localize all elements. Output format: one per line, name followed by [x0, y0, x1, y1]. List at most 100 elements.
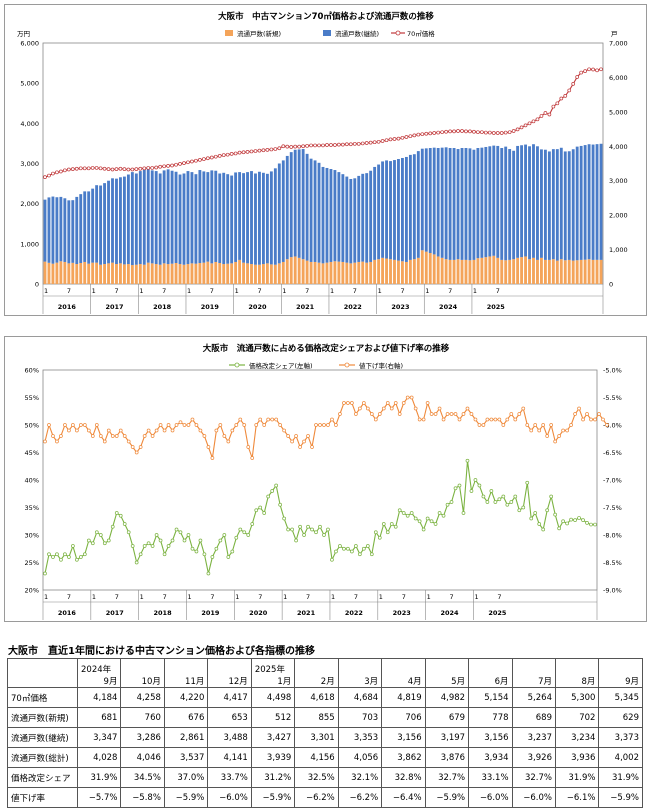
price-point: [388, 137, 393, 142]
revision-share-point: [67, 555, 71, 559]
bar-continued-listings: [67, 200, 71, 264]
price-point: [98, 166, 103, 171]
bar-new-listings: [79, 262, 83, 284]
table-row: 流通戸数(継続) 3,347 3,286 2,861 3,488 3,427 3,301 3,…: [7, 727, 643, 748]
revision-share-point: [134, 560, 139, 565]
revision-share-point: [358, 552, 362, 557]
price-cut-rate-point: [377, 412, 382, 416]
bar-new-listings: [559, 259, 563, 284]
revision-share-point: [222, 533, 227, 537]
legend-swatch: [323, 30, 331, 36]
price-cut-rate-point: [461, 412, 466, 416]
bar-new-listings: [297, 257, 301, 284]
table-body: 70㎡価格 4,184 4,258 4,220 4,417 4,498 4,618 4,684…: [7, 687, 643, 808]
left-tick-label: 35%: [25, 504, 39, 512]
right-tick-label: -7.0%: [603, 477, 622, 485]
price-cut-rate-point: [238, 417, 243, 422]
price-cut-rate-point: [509, 412, 514, 416]
price-cut-rate-point: [601, 417, 605, 422]
table-cell: 3,156: [468, 727, 513, 748]
revision-share-point: [106, 538, 111, 543]
bar-continued-listings: [238, 172, 242, 260]
price-point: [511, 129, 516, 133]
bar-continued-listings: [540, 149, 543, 258]
table-cell: −6.1%: [554, 787, 600, 808]
column-year: [168, 665, 204, 675]
table-cell: 32.1%: [337, 767, 383, 788]
price-point: [285, 144, 290, 149]
price-cut-rate-point: [94, 423, 99, 427]
bar-new-listings: [269, 264, 273, 284]
price-cut-rate-point: [210, 456, 215, 460]
revision-share-point: [278, 502, 282, 507]
price-cut-rate-point: [86, 428, 91, 433]
bar-continued-listings: [166, 169, 170, 265]
left-tick-label: 4,000: [20, 120, 39, 128]
bar-continued-listings: [126, 174, 130, 265]
bar-continued-listings: [122, 176, 126, 265]
revision-share-point: [585, 521, 589, 525]
price-point: [360, 141, 365, 146]
bar-continued-listings: [71, 200, 75, 263]
bar-new-listings: [587, 259, 591, 284]
month-tick-label: 1: [140, 593, 144, 601]
price-point: [472, 129, 476, 134]
revision-share-point: [238, 527, 243, 532]
price-cut-rate-point: [246, 445, 251, 449]
price-cut-rate-point: [553, 439, 558, 444]
revision-share-point: [477, 483, 482, 488]
table-row: 流通戸数(新規) 681 760 676 653 512 855 703 706 679 778 68…: [7, 707, 643, 728]
price-point: [277, 146, 282, 151]
revision-share-point: [266, 494, 271, 499]
right-tick-label: -7.5%: [603, 504, 622, 512]
price-point: [86, 166, 91, 171]
price-cut-rate-point: [545, 434, 550, 438]
revision-share-point: [154, 533, 159, 537]
year-label: 2025: [488, 609, 507, 617]
price-point: [150, 166, 155, 170]
table-cell: 3,353: [337, 727, 383, 748]
year-label: 2023: [393, 609, 411, 617]
revision-share-point: [413, 516, 418, 521]
price-cut-rate-point: [282, 428, 286, 433]
bar-new-listings: [281, 261, 285, 284]
left-tick-label: 50%: [25, 422, 39, 430]
revision-share-point: [190, 546, 195, 551]
column-month: 4月: [407, 677, 422, 687]
bar-new-listings: [341, 261, 345, 284]
table-cell: 3,286: [120, 727, 165, 748]
month-tick-label: 1: [425, 287, 429, 295]
bar-continued-listings: [460, 148, 464, 260]
month-tick-label: 7: [400, 287, 404, 295]
bar-continued-listings: [373, 166, 377, 260]
bar-continued-listings: [440, 147, 444, 258]
bar-new-listings: [107, 263, 110, 284]
price-point: [495, 131, 500, 135]
bar-continued-listings: [75, 196, 79, 265]
bar-continued-listings: [408, 154, 412, 260]
bar-new-listings: [555, 260, 559, 284]
price-point: [182, 161, 186, 165]
table-cell: 689: [511, 707, 556, 728]
bar-new-listings: [508, 259, 512, 284]
bar-continued-listings: [158, 173, 162, 265]
right-tick-label: 3,000: [609, 177, 628, 185]
table-column-header: 3月: [337, 658, 383, 688]
price-point: [78, 166, 83, 171]
bar-new-listings: [377, 259, 381, 284]
left-tick-label: 6,000: [20, 40, 39, 48]
column-month: 10月: [141, 677, 161, 687]
legend-label: 流通戸数(継続): [335, 29, 379, 38]
price-cut-rate-point: [138, 445, 143, 449]
bar-continued-listings: [579, 145, 583, 260]
month-tick-label: 7: [210, 287, 214, 295]
bar-new-listings: [111, 262, 114, 284]
column-month: 9月: [103, 677, 118, 687]
year-label: 2021: [296, 303, 315, 311]
bar-new-listings: [150, 263, 154, 284]
revision-share-point: [202, 552, 207, 557]
price-cut-rate-point: [525, 423, 530, 427]
revision-share-point: [581, 518, 585, 522]
price-cut-rate-point: [373, 417, 378, 422]
right-tick-label: -5.0%: [603, 367, 622, 375]
